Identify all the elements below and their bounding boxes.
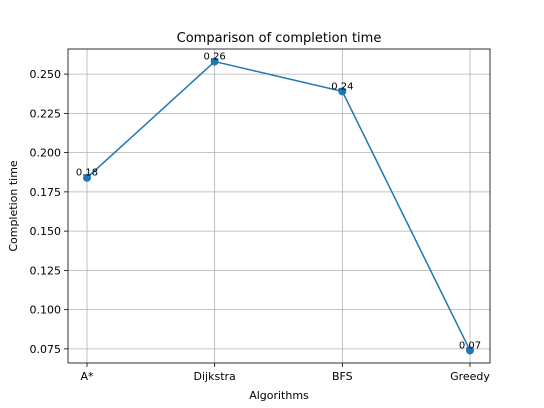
data-point [210,57,219,66]
data-point [338,87,347,96]
data-point [466,346,474,355]
series-line [86,60,471,351]
data-label: 0.26 [204,52,226,63]
y-axis-label: Completion time [7,160,20,252]
x-tick-label: A* [80,370,94,383]
y-tick-label: 0.150 [30,225,62,238]
x-tick-label: Greedy [450,370,490,383]
data-label: 0.18 [76,168,98,179]
series: 0.18 0.26 0.24 0.07 [76,52,481,355]
x-axis-label: Algorithms [249,389,309,402]
data-label: 0.24 [331,81,353,92]
data-label: 0.07 [459,340,481,351]
plot-frame [67,48,491,364]
y-tick-label: 0.125 [30,264,62,277]
y-tick-label: 0.200 [30,147,62,160]
chart-title: Comparison of completion time [177,31,382,46]
y-tick-label: 0.075 [30,343,62,356]
x-tick-label: Dijkstra [194,370,236,383]
grid [68,49,490,363]
y-tick-label: 0.175 [30,186,62,199]
y-tick-label: 0.100 [30,304,62,317]
x-tick-label: BFS [332,370,353,383]
y-tick-label: 0.225 [30,107,62,120]
y-tick-label: 0.250 [30,68,62,81]
data-point [83,173,91,182]
ticks: A* Dijkstra BFS Greedy 0.075 0.100 0.125 0.150 0… [30,68,491,383]
